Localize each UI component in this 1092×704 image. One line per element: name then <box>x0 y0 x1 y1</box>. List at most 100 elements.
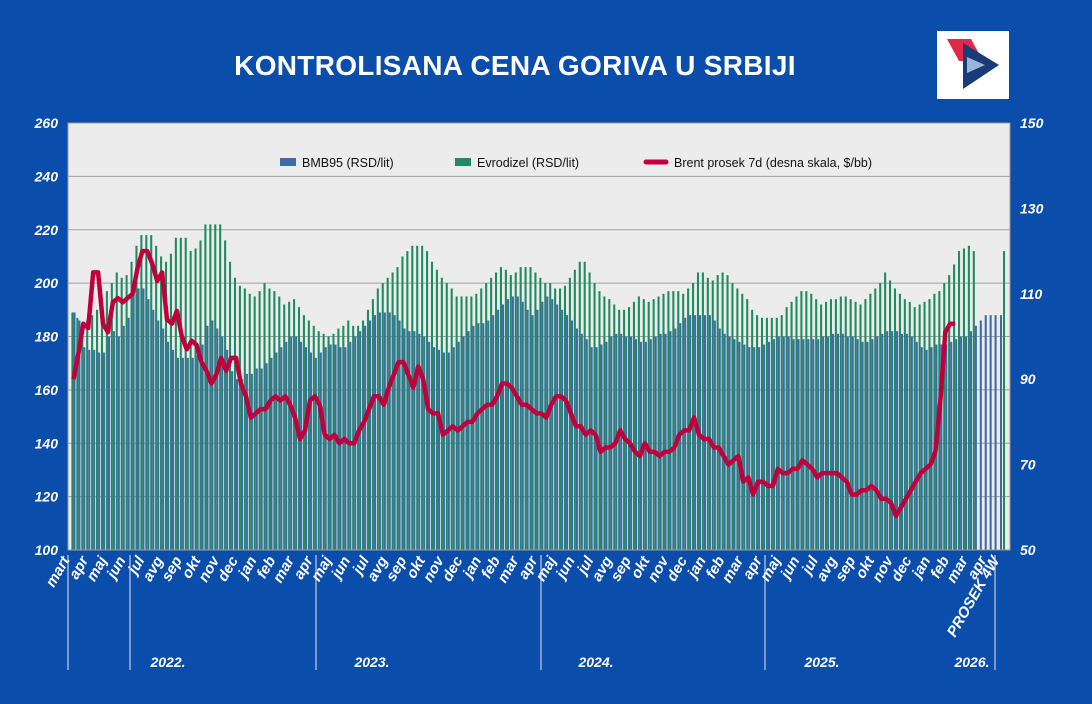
bmb95-bar <box>477 323 480 550</box>
bmb95-bar <box>546 296 549 550</box>
evrodizel-bar <box>288 301 291 550</box>
bmb95-bar <box>285 341 288 550</box>
bmb95-bar <box>561 309 564 550</box>
evrodizel-bar <box>302 315 305 550</box>
bmb95-bar <box>836 333 839 550</box>
evrodizel-bar <box>421 245 424 550</box>
evrodizel-bar <box>790 301 793 550</box>
evrodizel-bar <box>96 309 99 550</box>
bmb95-bar <box>886 331 889 550</box>
x-tick-label: maj <box>532 553 560 585</box>
bmb95-bar <box>743 344 746 550</box>
y2-tick-label: 110 <box>1020 286 1043 302</box>
evrodizel-bar <box>756 315 759 550</box>
evrodizel-bar <box>672 291 675 550</box>
bmb95-bar <box>935 344 938 550</box>
bmb95-bar <box>900 333 904 550</box>
evrodizel-bar <box>677 291 680 550</box>
evrodizel-bar <box>795 296 798 550</box>
evrodizel-bar <box>928 299 931 550</box>
year-label: 2023. <box>353 654 389 670</box>
legend-label: Brent prosek 7d (desna skala, $/bb) <box>674 156 872 170</box>
plot-border <box>67 122 1011 551</box>
evrodizel-bar <box>647 301 650 550</box>
bmb95-bar <box>763 344 766 550</box>
evrodizel-bar <box>509 275 512 550</box>
bmb95-bar <box>792 339 795 550</box>
evrodizel-bar <box>829 299 832 550</box>
evrodizel-bar <box>376 288 379 550</box>
bmb95-bar <box>575 328 578 550</box>
evrodizel-bar <box>815 299 818 550</box>
bmb95-bar <box>117 336 120 550</box>
bmb95-bar <box>802 339 805 550</box>
x-tick-label: jan <box>683 554 710 583</box>
bmb95-bar <box>979 320 982 550</box>
bmb95-bar <box>758 347 761 550</box>
evrodizel-bar <box>953 264 956 550</box>
evrodizel-bar <box>529 267 532 550</box>
bmb95-bar <box>231 371 234 550</box>
evrodizel-bar <box>800 291 803 550</box>
legend-swatch <box>455 158 471 166</box>
x-tick-label: jul <box>573 553 598 579</box>
bmb95-bar <box>748 347 751 550</box>
evrodizel-bar <box>692 283 695 551</box>
evrodizel-bar <box>504 269 507 550</box>
x-tick-label: sep <box>607 554 635 585</box>
evrodizel-bar <box>844 296 847 550</box>
bmb95-bar <box>516 296 519 550</box>
bmb95-bar <box>881 333 884 550</box>
bmb95-bar <box>373 315 376 550</box>
bmb95-bar <box>605 341 608 550</box>
bmb95-bar <box>280 347 283 550</box>
bmb95-bar <box>654 336 657 550</box>
evrodizel-bar <box>637 296 640 550</box>
evrodizel-bar <box>263 283 266 551</box>
evrodizel-bar <box>110 283 113 551</box>
bmb95-bar <box>984 315 987 550</box>
evrodizel-bar <box>563 285 567 550</box>
bmb95-bar <box>368 320 372 550</box>
evrodizel-bar <box>859 304 862 550</box>
evrodizel-bar <box>426 251 429 550</box>
evrodizel-bar <box>893 288 897 550</box>
bmb95-bar <box>127 317 130 550</box>
chart-title: KONTROLISANA CENA GORIVA U SRBIJI <box>234 50 796 81</box>
bmb95-bar <box>585 339 588 550</box>
bmb95-bar <box>506 299 509 550</box>
x-tick-label: mart <box>42 553 73 591</box>
evrodizel-bar <box>283 304 286 550</box>
y2-tick-label: 150 <box>1020 115 1044 131</box>
bmb95-bar <box>684 317 687 550</box>
bmb95-bar <box>206 325 209 550</box>
evrodizel-bar <box>278 296 281 550</box>
x-tick-label: avg <box>139 554 167 585</box>
x-tick-label: sep <box>832 554 860 585</box>
bmb95-bar <box>181 357 184 550</box>
bmb95-bar <box>950 341 953 550</box>
evrodizel-bar <box>884 272 887 550</box>
evrodizel-bar <box>189 251 192 550</box>
x-tick-label: dec <box>663 553 691 584</box>
x-tick-label: apr <box>964 552 991 582</box>
bmb95-bar <box>910 336 913 550</box>
bmb95-bar <box>905 333 908 550</box>
evrodizel-bar <box>366 309 369 550</box>
bmb95-bar <box>408 331 411 550</box>
evrodizel-bar <box>76 317 79 550</box>
bmb95-bar <box>497 309 500 550</box>
bmb95-bar <box>753 347 756 550</box>
bmb95-bar <box>403 328 406 550</box>
bmb95-bar <box>196 355 199 550</box>
bmb95-bar <box>329 344 332 550</box>
bmb95-bar <box>245 373 248 550</box>
bmb95-bar <box>428 341 431 550</box>
evrodizel-bar <box>140 235 143 550</box>
bmb95-bar <box>255 368 258 550</box>
bmb95-bar <box>777 336 780 550</box>
bmb95-bar <box>103 352 106 550</box>
bmb95-bar <box>610 336 613 550</box>
bmb95-bar <box>511 296 514 550</box>
